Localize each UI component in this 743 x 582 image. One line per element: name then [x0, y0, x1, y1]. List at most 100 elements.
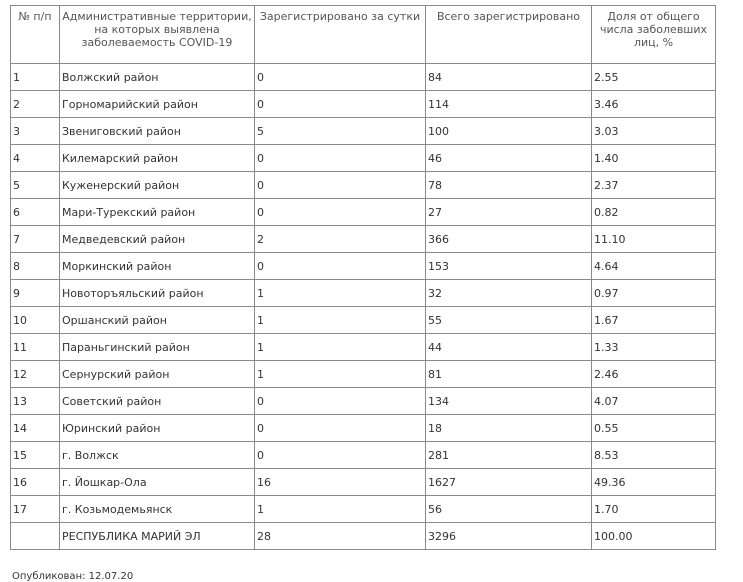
table-cell: 1.33: [591, 333, 716, 361]
table-cell: 1.70: [591, 495, 716, 523]
table-cell: 6: [10, 198, 60, 226]
column-header: Административные территории, на которых …: [59, 5, 255, 64]
table-cell: 2: [254, 225, 426, 253]
table-cell: [10, 522, 60, 550]
table-cell: Юринский район: [59, 414, 255, 442]
table-cell: 12: [10, 360, 60, 388]
table-cell: 3296: [425, 522, 592, 550]
table-cell: 44: [425, 333, 592, 361]
table-cell: 0.82: [591, 198, 716, 226]
table-cell: 2.37: [591, 171, 716, 199]
table-cell: 14: [10, 414, 60, 442]
table-row: РЕСПУБЛИКА МАРИЙ ЭЛ 28 3296 100.00: [10, 522, 716, 550]
table-cell: 84: [425, 63, 592, 91]
covid-table: № п/п Административные территории, на кот…: [10, 5, 716, 550]
table-cell: 8: [10, 252, 60, 280]
table-cell: 1: [10, 63, 60, 91]
table-row: 10 Оршанский район 1 55 1.67: [10, 306, 716, 334]
table-cell: 3.03: [591, 117, 716, 145]
table-cell: 153: [425, 252, 592, 280]
table-row: 9 Новоторъяльский район 1 32 0.97: [10, 279, 716, 307]
table-cell: 366: [425, 225, 592, 253]
table-cell: 0: [254, 414, 426, 442]
table-cell: 1.67: [591, 306, 716, 334]
table-cell: 100.00: [591, 522, 716, 550]
table-cell: 281: [425, 441, 592, 469]
table-cell: 114: [425, 90, 592, 118]
table-cell: 0: [254, 171, 426, 199]
table-cell: 3: [10, 117, 60, 145]
table-cell: Горномарийский район: [59, 90, 255, 118]
table-cell: 55: [425, 306, 592, 334]
table-cell: 1627: [425, 468, 592, 496]
table-row: 8 Моркинский район 0 153 4.64: [10, 252, 716, 280]
table-cell: 1: [254, 333, 426, 361]
table-body: 1 Волжский район 0 84 2.55 2 Горномарийский ра…: [10, 63, 716, 550]
column-header: Зарегистрировано за сутки: [254, 5, 426, 64]
table-cell: 1: [254, 306, 426, 334]
table-cell: 11.10: [591, 225, 716, 253]
table-cell: 0.97: [591, 279, 716, 307]
table-cell: 0: [254, 252, 426, 280]
table-cell: 100: [425, 117, 592, 145]
table-cell: Волжский район: [59, 63, 255, 91]
table-cell: Килемарский район: [59, 144, 255, 172]
table-cell: Параньгинский район: [59, 333, 255, 361]
table-cell: 4: [10, 144, 60, 172]
table-cell: 16: [254, 468, 426, 496]
table-cell: Медведевский район: [59, 225, 255, 253]
table-cell: 0: [254, 63, 426, 91]
table-cell: 0: [254, 387, 426, 415]
table-cell: 11: [10, 333, 60, 361]
table-cell: 0: [254, 198, 426, 226]
table-cell: 0: [254, 90, 426, 118]
table-row: 16 г. Йошкар-Ола 16 1627 49.36: [10, 468, 716, 496]
published-date: Опубликован: 12.07.20: [12, 571, 134, 582]
table-cell: 15: [10, 441, 60, 469]
table-row: 12 Сернурский район 1 81 2.46: [10, 360, 716, 388]
table-cell: 0: [254, 144, 426, 172]
table-cell: Моркинский район: [59, 252, 255, 280]
table-cell: Сернурский район: [59, 360, 255, 388]
table-row: 6 Мари-Турекский район 0 27 0.82: [10, 198, 716, 226]
table-cell: Звениговский район: [59, 117, 255, 145]
table-cell: РЕСПУБЛИКА МАРИЙ ЭЛ: [59, 522, 255, 550]
table-cell: 2.46: [591, 360, 716, 388]
table-row: 14 Юринский район 0 18 0.55: [10, 414, 716, 442]
table-cell: 134: [425, 387, 592, 415]
table-cell: 10: [10, 306, 60, 334]
table-cell: 49.36: [591, 468, 716, 496]
table-cell: 0: [254, 441, 426, 469]
table-row: 1 Волжский район 0 84 2.55: [10, 63, 716, 91]
table-row: 4 Килемарский район 0 46 1.40: [10, 144, 716, 172]
table-cell: 1: [254, 495, 426, 523]
table-cell: 4.07: [591, 387, 716, 415]
table-cell: 7: [10, 225, 60, 253]
table-cell: 32: [425, 279, 592, 307]
table-cell: 2.55: [591, 63, 716, 91]
table-cell: 1: [254, 360, 426, 388]
column-header: № п/п: [10, 5, 60, 64]
table-cell: 2: [10, 90, 60, 118]
table-cell: Оршанский район: [59, 306, 255, 334]
table-cell: Мари-Турекский район: [59, 198, 255, 226]
table-cell: 17: [10, 495, 60, 523]
table-cell: 5: [254, 117, 426, 145]
table-cell: 9: [10, 279, 60, 307]
table-cell: 28: [254, 522, 426, 550]
table-cell: 3.46: [591, 90, 716, 118]
table-cell: 46: [425, 144, 592, 172]
table-row: 7 Медведевский район 2 366 11.10: [10, 225, 716, 253]
column-header: Доля от общего числа заболевших лиц, %: [591, 5, 716, 64]
table-cell: 81: [425, 360, 592, 388]
table-cell: 27: [425, 198, 592, 226]
table-cell: 8.53: [591, 441, 716, 469]
table-cell: 56: [425, 495, 592, 523]
table-row: 5 Куженерский район 0 78 2.37: [10, 171, 716, 199]
table-cell: г. Волжск: [59, 441, 255, 469]
table-cell: 4.64: [591, 252, 716, 280]
table-row: 11 Параньгинский район 1 44 1.33: [10, 333, 716, 361]
table-cell: 5: [10, 171, 60, 199]
table-cell: Куженерский район: [59, 171, 255, 199]
